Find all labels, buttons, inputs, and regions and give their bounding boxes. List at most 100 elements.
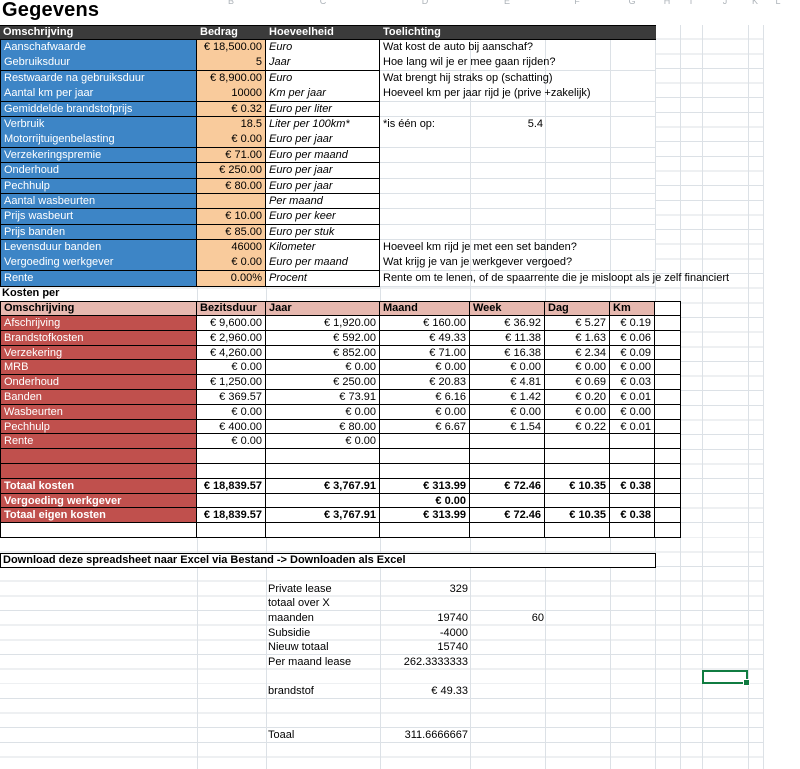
kosten-value-cell[interactable]: € 1.54 <box>470 419 545 435</box>
kosten-value-cell[interactable]: € 36.92 <box>470 316 545 331</box>
bedrag-value-cell[interactable]: 0.00% <box>197 270 266 287</box>
kosten-empty-cell[interactable] <box>655 463 681 479</box>
lease-value-cell[interactable] <box>380 596 470 611</box>
kosten-value-cell[interactable]: € 0.19 <box>610 316 655 331</box>
lease-extra-cell[interactable] <box>470 713 546 728</box>
kosten-value-cell[interactable]: € 852.00 <box>266 345 380 361</box>
kosten-value-cell[interactable]: € 6.67 <box>380 419 470 435</box>
lease-extra-cell[interactable] <box>470 684 546 699</box>
lease-value-cell[interactable]: 311.6666667 <box>404 729 468 742</box>
omschrijving-cell[interactable]: Prijs wasbeurt <box>0 209 197 225</box>
kosten-header-omschrijving[interactable]: Omschrijving <box>0 301 197 316</box>
kosten-value-cell[interactable]: € 0.00 <box>266 360 380 376</box>
lease-extra-cell[interactable] <box>470 670 546 685</box>
omschrijving-cell[interactable]: Aantal wasbeurten <box>0 193 197 210</box>
column-letter[interactable]: I <box>689 0 693 6</box>
kosten-row-label-cell[interactable] <box>0 449 197 464</box>
omschrijving-cell[interactable]: Onderhoud <box>0 163 197 179</box>
kosten-value-cell[interactable]: € 1,250.00 <box>197 375 266 390</box>
column-letter[interactable]: C <box>319 0 327 6</box>
kosten-value-cell[interactable] <box>380 449 470 464</box>
kosten-header-dag[interactable]: Dag <box>545 301 610 316</box>
kosten-value-cell[interactable]: € 0.20 <box>545 389 610 405</box>
kosten-value-cell[interactable]: € 2,960.00 <box>197 330 266 346</box>
lease-extra-cell[interactable]: 60 <box>531 611 544 624</box>
kosten-value-cell[interactable] <box>545 434 610 450</box>
kosten-value-cell[interactable]: € 0.38 <box>610 478 655 494</box>
kosten-value-cell[interactable]: € 18,839.57 <box>197 508 266 524</box>
kosten-value-cell[interactable]: € 0.01 <box>610 419 655 435</box>
column-letter[interactable]: G <box>628 0 636 6</box>
kosten-value-cell[interactable]: € 313.99 <box>380 478 470 494</box>
kosten-value-cell[interactable]: € 20.83 <box>380 375 470 390</box>
lease-value-cell[interactable] <box>380 670 470 685</box>
kosten-value-cell[interactable]: € 1,920.00 <box>266 316 380 331</box>
kosten-value-cell[interactable]: € 1.42 <box>470 389 545 405</box>
kosten-value-cell[interactable]: € 0.00 <box>470 404 545 420</box>
kosten-value-cell[interactable] <box>266 493 380 509</box>
kosten-value-cell[interactable]: € 369.57 <box>197 389 266 405</box>
toelichting-cell[interactable] <box>380 224 656 241</box>
hoeveelheid-cell[interactable]: Per maand <box>266 193 380 210</box>
kosten-value-cell[interactable]: € 0.00 <box>610 404 655 420</box>
kosten-empty-cell[interactable] <box>655 360 681 376</box>
hoeveelheid-cell[interactable]: Jaar <box>266 55 380 72</box>
hoeveelheid-cell[interactable]: Euro per maand <box>266 255 380 272</box>
kosten-value-cell[interactable] <box>197 493 266 509</box>
omschrijving-cell[interactable]: Vergoeding werkgever <box>0 255 197 272</box>
omschrijving-cell[interactable]: Restwaarde na gebruiksduur <box>0 70 197 87</box>
empty-cell[interactable] <box>610 523 655 538</box>
kosten-value-cell[interactable]: € 4,260.00 <box>197 345 266 361</box>
hoeveelheid-cell[interactable]: Euro <box>266 70 380 87</box>
lease-value-cell[interactable]: 15740 <box>437 641 468 654</box>
kosten-empty-cell[interactable] <box>655 434 681 450</box>
kosten-value-cell[interactable] <box>545 493 610 509</box>
kosten-value-cell[interactable]: € 72.46 <box>470 478 545 494</box>
lease-label-cell[interactable]: maanden <box>268 611 314 624</box>
column-letter[interactable]: B <box>227 0 235 6</box>
kosten-value-cell[interactable]: € 0.00 <box>380 360 470 376</box>
omschrijving-cell[interactable]: Verzekeringspremie <box>0 147 197 164</box>
kosten-value-cell[interactable]: € 10.35 <box>545 508 610 524</box>
kosten-empty-cell[interactable] <box>655 449 681 464</box>
kosten-empty-cell[interactable] <box>655 404 681 420</box>
lease-label-cell[interactable]: Nieuw totaal <box>268 641 329 654</box>
kosten-value-cell[interactable]: € 160.00 <box>380 316 470 331</box>
toelichting-cell[interactable] <box>380 193 656 210</box>
kosten-value-cell[interactable]: € 6.16 <box>380 389 470 405</box>
kosten-value-cell[interactable]: € 18,839.57 <box>197 478 266 494</box>
kosten-value-cell[interactable]: € 49.33 <box>380 330 470 346</box>
toelichting-cell[interactable] <box>380 101 656 117</box>
kosten-value-cell[interactable]: € 400.00 <box>197 419 266 435</box>
bedrag-value-cell[interactable]: € 71.00 <box>197 147 266 164</box>
lease-value-cell[interactable] <box>380 713 470 728</box>
fill-handle[interactable] <box>743 679 750 687</box>
column-letter[interactable]: K <box>751 0 759 6</box>
kosten-value-cell[interactable]: € 0.38 <box>610 508 655 524</box>
kosten-value-cell[interactable] <box>266 463 380 479</box>
column-letter[interactable]: H <box>663 0 671 6</box>
kosten-row-label-cell[interactable]: Afschrijving <box>0 316 197 331</box>
kosten-value-cell[interactable] <box>380 434 470 450</box>
kosten-row-label-cell[interactable]: Totaal kosten <box>0 478 197 494</box>
kosten-header-jaar[interactable]: Jaar <box>266 301 380 316</box>
column-letter[interactable]: L <box>775 0 781 6</box>
empty-cell[interactable] <box>380 523 470 538</box>
lease-label-cell[interactable] <box>266 699 380 714</box>
lease-label-cell[interactable]: Per maand lease <box>268 655 352 668</box>
kosten-value-cell[interactable]: € 0.00 <box>380 493 470 509</box>
kosten-header-empty-cell[interactable] <box>655 301 681 316</box>
kosten-value-cell[interactable]: € 72.46 <box>470 508 545 524</box>
kosten-value-cell[interactable] <box>610 449 655 464</box>
column-letter[interactable]: F <box>574 0 580 6</box>
kosten-value-cell[interactable]: € 0.00 <box>610 360 655 376</box>
bedrag-value-cell[interactable]: 5 <box>197 55 266 72</box>
kosten-row-label-cell[interactable]: Banden <box>0 389 197 405</box>
empty-cell[interactable] <box>655 523 681 538</box>
omschrijving-cell[interactable]: Levensduur banden <box>0 240 197 257</box>
bedrag-value-cell[interactable]: € 85.00 <box>197 224 266 241</box>
bedrag-value-cell[interactable]: € 0.00 <box>197 132 266 148</box>
kosten-empty-cell[interactable] <box>655 330 681 346</box>
column-letter[interactable]: J <box>722 0 728 6</box>
hoeveelheid-cell[interactable]: Euro per liter <box>266 101 380 117</box>
